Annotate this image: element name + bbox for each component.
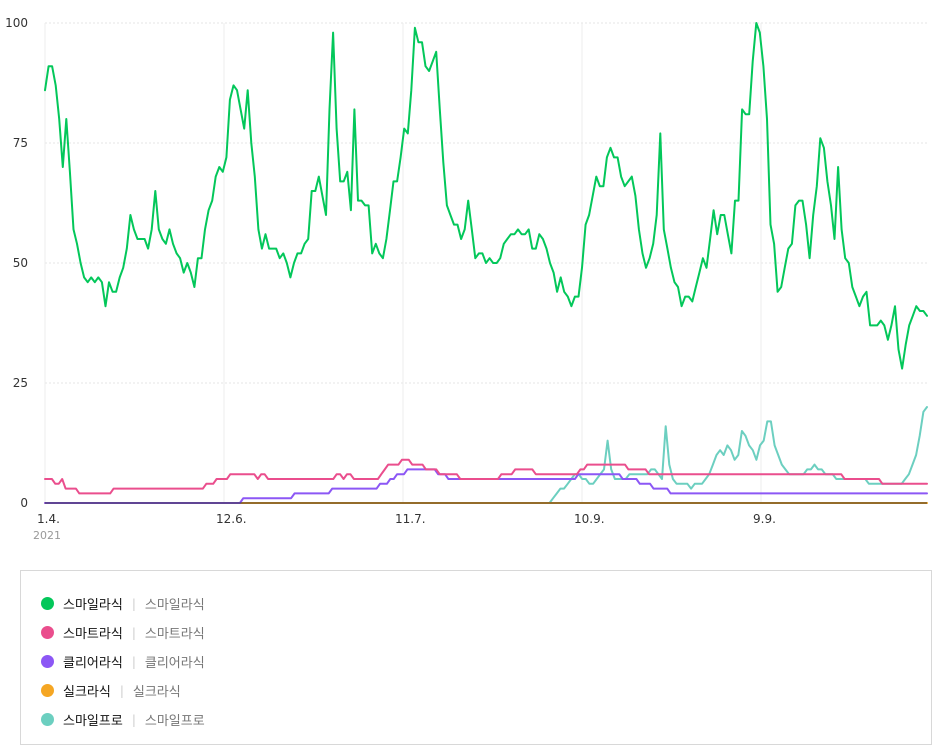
x-axis-labels: 1.4. 12.6. 11.7. 10.9. 9.9. 2021 [33,512,776,542]
legend-dot-icon [41,597,54,610]
legend-separator: | [119,683,124,698]
legend-item-clear-lasik[interactable]: 클리어라식 | 클리어라식 [41,647,931,676]
x-tick-label: 11.7. [395,512,426,526]
legend-search-term: 클리어라식 [144,656,205,671]
series-line-0 [44,22,928,370]
legend-search-term: 스마일라식 [144,598,205,613]
legend-dot-icon [41,713,54,726]
trend-line-chart: 0 25 50 75 100 1.4. 12.6. 11.7. 10.9. 9.9. 2021 [5,16,928,542]
legend-dot-icon [41,655,54,668]
legend-separator: | [131,712,136,727]
legend-item-smile-lasik[interactable]: 스마일라식 | 스마일라식 [41,589,931,618]
x-tick-label: 9.9. [753,512,776,526]
y-tick-label: 0 [20,496,28,510]
legend-search-term: 스마일프로 [144,714,205,729]
x-tick-label: 10.9. [574,512,605,526]
x-year-label: 2021 [33,529,61,542]
y-tick-label: 100 [5,16,28,30]
legend-item-silk-lasik[interactable]: 실크라식 | 실크라식 [41,676,931,705]
y-tick-label: 75 [13,136,28,150]
legend-search-term: 실크라식 [132,685,181,700]
legend-series-name: 스마트라식 [63,627,123,642]
legend-series-name: 스마일라식 [63,598,123,613]
legend-dot-icon [41,626,54,639]
legend-separator: | [131,596,136,611]
legend-separator: | [131,654,136,669]
series-line-1 [44,458,928,495]
legend-dot-icon [41,684,54,697]
legend-series-name: 스마일프로 [63,714,123,729]
legend-series-name: 실크라식 [63,685,111,700]
legend: 스마일라식 | 스마일라식 스마트라식 | 스마트라식 클리어라식 | 클리어라… [20,570,932,745]
legend-separator: | [131,625,136,640]
x-tick-label: 1.4. [37,512,60,526]
x-tick-label: 12.6. [216,512,247,526]
y-axis-labels: 0 25 50 75 100 [5,16,28,510]
y-tick-label: 50 [13,256,28,270]
legend-item-smart-lasik[interactable]: 스마트라식 | 스마트라식 [41,618,931,647]
legend-item-smile-pro[interactable]: 스마일프로 | 스마일프로 [41,705,931,734]
legend-search-term: 스마트라식 [144,627,205,642]
legend-series-name: 클리어라식 [63,656,123,671]
y-tick-label: 25 [13,376,28,390]
